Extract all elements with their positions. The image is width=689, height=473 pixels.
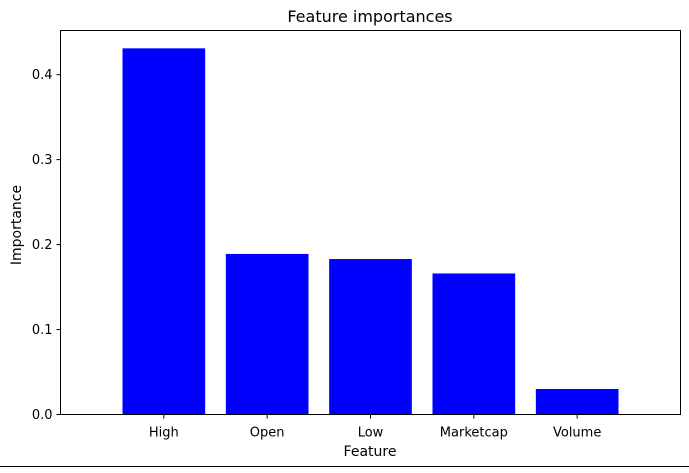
bottom-rule bbox=[0, 466, 689, 467]
y-tick-label: 0.2 bbox=[32, 238, 53, 253]
x-tick-label: Marketcap bbox=[440, 426, 508, 441]
x-tick-label: Volume bbox=[553, 426, 601, 441]
bar-low bbox=[329, 259, 412, 415]
x-tick-label: Open bbox=[250, 426, 285, 441]
chart-title: Feature importances bbox=[287, 7, 452, 26]
plot-frame bbox=[60, 30, 681, 415]
bar-high bbox=[122, 48, 206, 415]
bar-marketcap bbox=[432, 273, 516, 415]
x-tick-label: Low bbox=[358, 426, 384, 441]
y-axis-label: Importance bbox=[9, 185, 25, 265]
bars-layer bbox=[122, 48, 619, 415]
y-tick-label: 0.1 bbox=[32, 323, 53, 338]
y-tick-label: 0.0 bbox=[32, 408, 53, 423]
bar-open bbox=[225, 253, 309, 415]
bar-volume bbox=[535, 389, 619, 415]
y-tick-label: 0.3 bbox=[32, 153, 53, 168]
x-tick-label: High bbox=[149, 426, 179, 441]
axes-layer: High Open Low Marketcap Volume 0.0 0.1 0.2 0.3 0.… bbox=[32, 68, 602, 440]
x-axis-label: Feature bbox=[344, 444, 397, 460]
y-tick-label: 0.4 bbox=[32, 68, 53, 83]
